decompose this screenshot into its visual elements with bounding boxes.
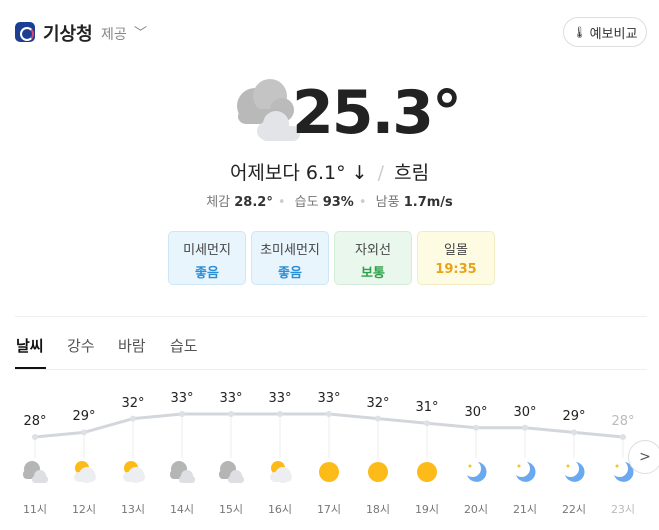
- hour-label: 23시: [610, 503, 636, 516]
- comparison-line: 어제보다 6.1° ↓ / 흐림: [0, 158, 659, 185]
- cloudy-icon: [237, 79, 300, 141]
- down-arrow-icon: ↓: [351, 162, 368, 184]
- hour-label: 16시: [267, 503, 293, 516]
- temperature-point: [130, 415, 136, 422]
- card-value: 좋음: [278, 266, 302, 281]
- hour-temperature: 33°: [268, 391, 292, 406]
- provider-name[interactable]: 기상청: [43, 24, 93, 45]
- partly-cloudy-icon: [123, 461, 145, 483]
- cloudy-icon: [219, 461, 244, 483]
- hour-label: 20시: [463, 503, 489, 516]
- hour-label: 17시: [316, 503, 342, 516]
- chevron-right-icon: >: [639, 449, 651, 465]
- sunny-icon: [319, 462, 339, 482]
- hour-label: 14시: [169, 503, 195, 516]
- hour-label: 22시: [561, 503, 587, 516]
- card-value: 19:35: [435, 262, 477, 277]
- temperature-point: [620, 434, 626, 440]
- humidity-value: 93%: [322, 195, 354, 210]
- temperature-point: [32, 434, 38, 440]
- hour-label: 12시: [71, 503, 97, 516]
- hour-temperature: 33°: [317, 391, 341, 406]
- tab-wind[interactable]: 바람: [118, 337, 146, 355]
- temperature-point: [571, 429, 577, 436]
- card-label: 일몰: [444, 243, 468, 258]
- partly-cloudy-icon: [74, 461, 96, 483]
- hour-temperature: 29°: [72, 409, 96, 425]
- hour-temperature: 31°: [415, 400, 439, 416]
- chevron-down-icon[interactable]: ﹀: [134, 26, 148, 41]
- thermometer-icon: 🌡: [572, 25, 587, 39]
- hour-temperature: 32°: [121, 395, 145, 411]
- active-tab-indicator: [15, 367, 46, 369]
- hourly-temperature-chart: [23, 411, 634, 483]
- card-label: 미세먼지: [183, 243, 231, 258]
- temperature-point: [375, 415, 381, 422]
- hour-label: 18시: [365, 503, 391, 516]
- divider: [15, 316, 647, 317]
- clear-night-icon: [467, 462, 487, 482]
- hour-label: 21시: [512, 503, 538, 516]
- hour-temperature: 30°: [513, 404, 537, 420]
- humidity-label: 습도: [294, 195, 319, 210]
- next-button[interactable]: >: [628, 440, 659, 474]
- card-value: 보통: [361, 266, 385, 281]
- hour-temperature: 29°: [562, 409, 586, 425]
- weather-condition: 흐림: [394, 162, 430, 184]
- weather-details: 체감 28.2° • 습도 93% • 남풍 1.7m/s: [206, 195, 453, 210]
- card-label: 자외선: [355, 243, 391, 258]
- air-quality-cards: 미세먼지 좋음 초미세먼지 좋음 자외선 보통 일몰 19:35: [168, 231, 495, 285]
- feels-like-label: 체감: [206, 195, 231, 210]
- clear-night-icon: [614, 462, 634, 482]
- separator: /: [377, 162, 385, 184]
- hour-temperature: 28°: [23, 414, 47, 429]
- comparison-prefix: 어제보다: [229, 162, 300, 184]
- forecast-compare-button[interactable]: 🌡 예보비교: [563, 17, 647, 47]
- temperature-point: [277, 411, 283, 417]
- sunny-icon: [417, 462, 437, 482]
- hour-label: 19시: [414, 503, 440, 516]
- sunny-icon: [368, 462, 388, 482]
- hour-label: 11시: [22, 503, 48, 516]
- card-value: 좋음: [195, 266, 219, 281]
- feels-like-value: 28.2°: [234, 195, 273, 210]
- temperature-point: [228, 411, 234, 417]
- wind-value: 1.7m/s: [403, 195, 453, 210]
- temperature-point: [473, 424, 479, 431]
- provided-label[interactable]: 제공: [101, 27, 127, 43]
- comparison-value: 6.1°: [305, 162, 346, 184]
- card-label: 초미세먼지: [260, 243, 320, 258]
- hour-temperature: 28°: [611, 414, 635, 429]
- tab-humidity[interactable]: 습도: [170, 337, 198, 355]
- kma-logo: [15, 22, 35, 42]
- hour-temperature: 33°: [219, 391, 243, 406]
- hour-temperature: 30°: [464, 404, 488, 420]
- tab-precipitation[interactable]: 강수: [67, 337, 95, 355]
- wind-label: 남풍: [375, 195, 400, 210]
- hour-temperature: 32°: [366, 395, 390, 411]
- hour-label: 13시: [120, 503, 146, 516]
- cloudy-icon: [23, 461, 48, 483]
- partly-cloudy-icon: [270, 461, 292, 483]
- hour-temperature: 33°: [170, 391, 194, 406]
- tab-weather[interactable]: 날씨: [16, 337, 44, 355]
- temperature-point: [424, 420, 430, 427]
- temperature-point: [326, 411, 332, 417]
- temperature-point: [179, 411, 185, 417]
- clear-night-icon: [565, 462, 585, 482]
- temperature-point: [522, 424, 528, 431]
- current-temperature: 25.3°: [292, 78, 462, 148]
- divider: [15, 369, 647, 370]
- info-card[interactable]: 일몰 19:35: [417, 231, 495, 285]
- cloudy-icon: [170, 461, 195, 483]
- temperature-point: [81, 429, 87, 436]
- clear-night-icon: [516, 462, 536, 482]
- compare-label: 예보비교: [589, 26, 638, 42]
- hour-label: 15시: [218, 503, 244, 516]
